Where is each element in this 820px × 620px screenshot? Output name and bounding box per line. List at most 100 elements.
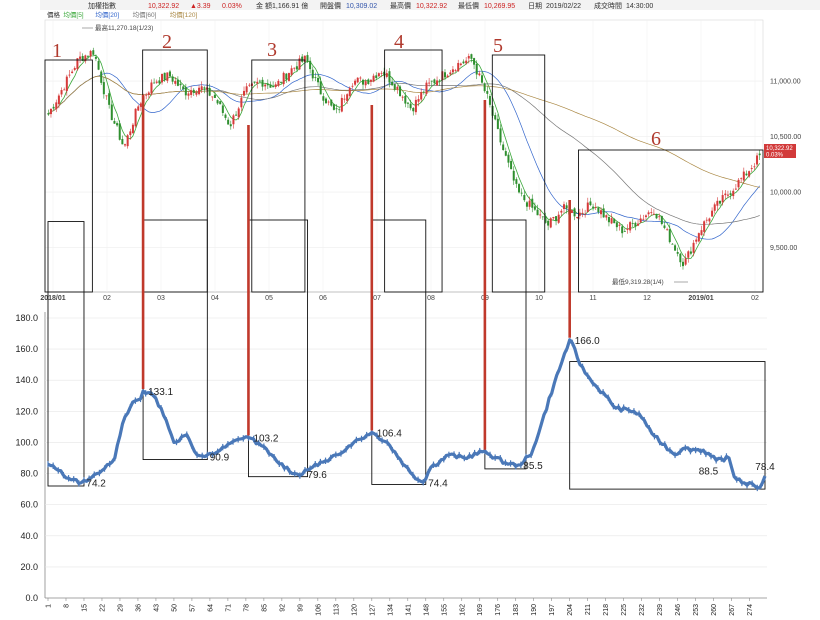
candle-body-255 bbox=[721, 195, 724, 203]
candle-body-196 bbox=[565, 205, 568, 209]
candle-body-186 bbox=[539, 214, 542, 216]
line-xtick-7: 50 bbox=[171, 604, 178, 612]
candle-body-97 bbox=[303, 55, 306, 62]
region-connectors bbox=[141, 95, 571, 450]
candle-xtick-1: 02 bbox=[103, 295, 111, 302]
candle-body-247 bbox=[700, 230, 703, 236]
candle-body-252 bbox=[713, 204, 716, 211]
candle-body-164 bbox=[481, 75, 484, 83]
candle-body-71 bbox=[235, 114, 238, 116]
candle-body-66 bbox=[221, 105, 224, 113]
candle-body-246 bbox=[697, 233, 700, 242]
candle-body-206 bbox=[592, 206, 595, 208]
last-price-tag bbox=[764, 144, 796, 158]
candle-body-86 bbox=[274, 84, 277, 87]
data-label-2: 90.9 bbox=[210, 453, 230, 464]
candle-body-34 bbox=[137, 106, 140, 111]
candle-body-174 bbox=[507, 154, 510, 163]
header-date-label: 日期 bbox=[528, 2, 542, 10]
candle-body-141 bbox=[420, 92, 423, 100]
candle-body-208 bbox=[597, 207, 600, 213]
candle-xtick-7: 08 bbox=[427, 295, 435, 302]
data-label-0: 74.2 bbox=[86, 479, 106, 490]
candle-body-251 bbox=[711, 210, 714, 217]
candle-body-132 bbox=[396, 86, 399, 90]
candle-body-142 bbox=[422, 91, 425, 93]
series-line bbox=[47, 338, 767, 490]
candle-body-245 bbox=[695, 239, 698, 242]
candle-body-236 bbox=[671, 243, 674, 245]
candle-body-40 bbox=[153, 82, 156, 84]
candle-body-33 bbox=[134, 108, 137, 127]
candle-body-47 bbox=[171, 76, 174, 82]
candle-body-125 bbox=[377, 73, 380, 77]
candle-body-226 bbox=[644, 215, 647, 218]
candlestick-gridlines bbox=[45, 20, 763, 292]
region-number-6: 6 bbox=[651, 128, 661, 150]
candle-body-177 bbox=[515, 179, 518, 184]
candle-body-217 bbox=[621, 226, 624, 234]
candle-body-116 bbox=[354, 80, 357, 85]
candle-body-248 bbox=[703, 221, 706, 232]
candle-body-249 bbox=[705, 219, 708, 221]
candle-region-box-1 bbox=[44, 59, 93, 293]
line-xtick-9: 64 bbox=[207, 604, 214, 612]
candlestick-highlight-boxes bbox=[44, 49, 764, 293]
candle-body-133 bbox=[399, 86, 402, 97]
region-number-5: 5 bbox=[493, 35, 503, 57]
candle-body-269 bbox=[758, 153, 761, 156]
candle-xtick-0: 2018/01 bbox=[40, 295, 65, 302]
candle-body-14 bbox=[84, 55, 87, 62]
candle-body-194 bbox=[560, 210, 563, 213]
line-xtick-4: 29 bbox=[117, 604, 124, 612]
quote-header-bar bbox=[40, 0, 820, 10]
candle-body-107 bbox=[330, 99, 333, 106]
candle-body-37 bbox=[145, 94, 148, 96]
region-numbers: 1 2 3 4 5 6 bbox=[52, 31, 661, 150]
candle-body-219 bbox=[626, 228, 629, 230]
data-label-8: 166.0 bbox=[575, 336, 600, 347]
candle-body-136 bbox=[406, 102, 409, 104]
line-xtick-28: 197 bbox=[549, 604, 556, 616]
line-xtick-36: 253 bbox=[693, 604, 700, 616]
candle-body-155 bbox=[457, 62, 460, 72]
candle-body-205 bbox=[589, 201, 592, 206]
candle-body-203 bbox=[584, 213, 587, 215]
candle-body-184 bbox=[533, 206, 536, 210]
candle-body-173 bbox=[504, 151, 507, 156]
header-amount: 1,166.91 億 bbox=[272, 1, 308, 10]
candle-body-27 bbox=[118, 123, 121, 140]
candle-body-129 bbox=[388, 71, 391, 83]
candle-body-220 bbox=[629, 222, 632, 231]
candle-body-189 bbox=[547, 220, 550, 226]
candle-body-171 bbox=[499, 128, 502, 143]
line-xtick-34: 239 bbox=[657, 604, 664, 616]
candle-body-44 bbox=[163, 72, 166, 80]
candle-body-32 bbox=[131, 124, 134, 134]
line-ytick-9: 180.0 bbox=[15, 313, 38, 323]
candle-body-230 bbox=[655, 213, 658, 219]
header-date: 2019/02/22 bbox=[546, 3, 581, 10]
candle-body-199 bbox=[573, 208, 576, 217]
candle-body-156 bbox=[459, 63, 462, 66]
candle-ytick-3: 9,500.00 bbox=[770, 245, 797, 252]
header-change: ▲3.39 bbox=[190, 3, 211, 10]
candle-body-119 bbox=[362, 79, 365, 85]
candle-body-59 bbox=[203, 87, 206, 89]
line-xtick-8: 57 bbox=[189, 604, 196, 612]
high-annotation: 最高11,270.18(1/23) bbox=[95, 23, 153, 32]
candle-body-231 bbox=[658, 216, 661, 218]
candle-body-202 bbox=[581, 212, 584, 214]
candle-body-224 bbox=[639, 218, 642, 223]
candle-body-213 bbox=[610, 218, 613, 224]
candle-body-201 bbox=[578, 212, 581, 216]
legend-item-3: 均價[60] bbox=[133, 10, 157, 19]
candle-body-130 bbox=[391, 81, 394, 86]
candlesticks bbox=[47, 47, 761, 270]
line-xtick-31: 218 bbox=[603, 604, 610, 616]
candle-body-237 bbox=[674, 245, 677, 251]
line-chart-data-labels: 74.2 133.1 90.9 103.2 79.6 106.4 74.4 85.5 166.0… bbox=[86, 336, 775, 490]
candle-body-96 bbox=[301, 56, 304, 62]
header-time: 14:30:00 bbox=[626, 3, 653, 10]
candle-body-126 bbox=[380, 72, 383, 74]
